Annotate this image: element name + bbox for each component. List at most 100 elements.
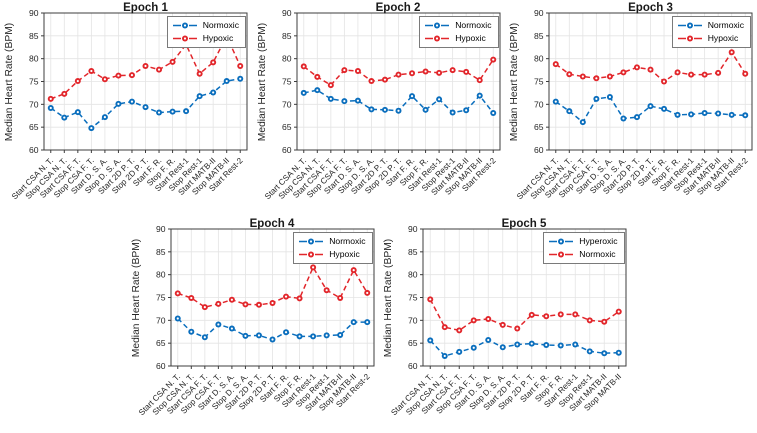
series-normoxic	[300, 87, 496, 117]
data-point-core	[198, 72, 201, 75]
y-tick-label: 70	[407, 315, 417, 325]
data-point-core	[491, 58, 494, 61]
legend-marker-icon	[172, 22, 197, 29]
y-tick-label: 85	[155, 247, 165, 257]
y-tick-label: 70	[29, 99, 39, 109]
data-point-core	[428, 339, 431, 342]
legend-label: Normoxic	[579, 249, 616, 259]
data-point-core	[176, 317, 179, 320]
data-point-core	[581, 121, 584, 124]
data-point-core	[239, 77, 242, 80]
data-point-core	[297, 335, 301, 338]
data-point-core	[311, 266, 314, 269]
data-point-core	[568, 110, 571, 113]
y-tick-label: 70	[534, 99, 544, 109]
data-point-core	[302, 65, 305, 68]
legend-label: Hypoxic	[707, 33, 739, 43]
data-point-core	[457, 329, 460, 332]
y-tick-label: 60	[281, 145, 291, 155]
data-point-core	[243, 334, 247, 337]
legend-label: Normoxic	[329, 236, 366, 246]
data-point-core	[90, 69, 93, 73]
data-point-core	[472, 319, 475, 322]
legend-marker-icon	[425, 35, 450, 42]
data-point-core	[554, 100, 557, 103]
y-tick-label: 70	[281, 99, 291, 109]
data-point-core	[595, 97, 598, 100]
y-tick-label: 65	[534, 122, 544, 132]
data-point-core	[559, 313, 562, 316]
legend: Hyperoxic Normoxic	[543, 232, 625, 264]
legend: Normoxic Hypoxic	[293, 232, 373, 264]
data-point-core	[544, 315, 547, 318]
data-point-core	[443, 354, 446, 358]
data-point-core	[325, 334, 328, 337]
data-point-core	[284, 331, 287, 334]
data-point-core	[608, 75, 611, 78]
legend-marker-icon	[425, 22, 450, 29]
data-point-core	[117, 102, 120, 105]
top-row: 60 65 70 75 80 85 90 Start CSA N. T. Stop CSA N.…	[0, 0, 757, 216]
legend-label: Hypoxic	[455, 33, 486, 43]
data-point-core	[464, 70, 467, 74]
data-point-core	[730, 51, 733, 54]
legend-marker-icon	[299, 251, 324, 258]
y-tick-label: 80	[155, 270, 165, 280]
data-point-core	[559, 344, 562, 347]
data-point-core	[703, 73, 706, 76]
data-point-core	[410, 72, 413, 75]
y-tick-label: 90	[281, 8, 291, 18]
data-point-core	[568, 73, 571, 76]
data-point-core	[63, 92, 66, 95]
data-point-core	[635, 66, 639, 69]
data-point-core	[342, 68, 345, 72]
data-point-core	[176, 292, 179, 295]
data-point-core	[117, 74, 120, 77]
series-line	[555, 96, 746, 124]
data-point-core	[212, 61, 215, 64]
data-point-core	[356, 99, 359, 102]
series-hypoxic	[174, 264, 370, 311]
data-point-core	[243, 303, 247, 306]
epoch-2-panel: 60 65 70 75 80 85 90 Start CSA N. T. Stop CSA N.…	[253, 0, 505, 216]
y-tick-label: 60	[407, 361, 417, 371]
legend-entry: Normoxic	[425, 20, 492, 31]
data-point-core	[649, 105, 652, 108]
data-point-core	[383, 78, 386, 81]
data-point-core	[230, 327, 233, 330]
data-point-core	[501, 323, 504, 326]
data-point-core	[717, 71, 720, 74]
data-point-core	[428, 298, 431, 301]
data-point-core	[90, 126, 93, 130]
data-point-core	[478, 94, 481, 97]
data-point-core	[662, 80, 666, 83]
y-tick-label: 80	[534, 54, 544, 64]
legend-label: Normoxic	[202, 20, 239, 30]
data-point-core	[478, 79, 481, 82]
y-axis-label: Median Heart Rate (BPM)	[130, 238, 142, 358]
data-point-core	[410, 95, 413, 98]
data-point-core	[581, 75, 584, 78]
data-point-core	[730, 113, 733, 116]
y-tick-label: 65	[407, 338, 417, 348]
data-point-core	[595, 77, 598, 80]
y-tick-label: 80	[407, 270, 417, 280]
data-point-core	[744, 114, 747, 117]
data-point-core	[225, 79, 228, 83]
y-tick-label: 75	[407, 293, 417, 303]
y-tick-label: 60	[155, 361, 165, 371]
data-point-core	[649, 68, 652, 71]
data-point-core	[338, 333, 341, 337]
y-tick-label: 75	[155, 293, 165, 303]
y-axis-label: Median Heart Rate (BPM)	[256, 22, 268, 142]
chart-title: Epoch 2	[375, 2, 421, 14]
data-point-core	[103, 116, 106, 119]
data-point-core	[443, 326, 446, 329]
data-point-core	[329, 84, 332, 87]
data-point-core	[369, 79, 373, 83]
data-point-core	[49, 97, 52, 100]
chart-title: Epoch 1	[123, 2, 168, 14]
data-point-core	[617, 310, 620, 313]
data-point-core	[622, 71, 625, 74]
legend-label: Hypoxic	[202, 33, 234, 43]
